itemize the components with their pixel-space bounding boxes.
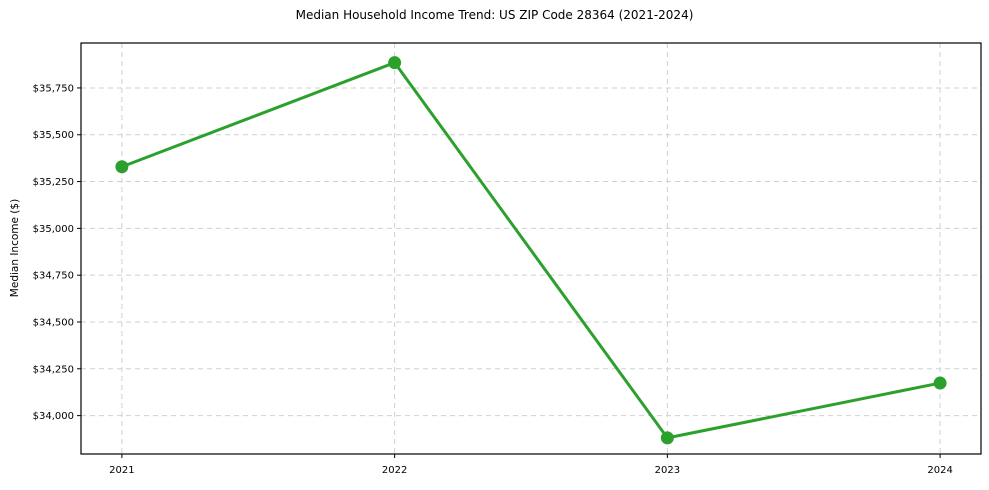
data-point-marker xyxy=(660,431,674,445)
y-tick-label: $35,000 xyxy=(33,224,74,235)
y-tick-label: $34,250 xyxy=(33,364,74,375)
plot-border xyxy=(80,42,982,455)
y-tick-label: $35,500 xyxy=(33,130,74,141)
y-tick-label: $34,750 xyxy=(33,271,74,282)
y-tick-label: $35,250 xyxy=(33,177,74,188)
y-tick-label: $34,500 xyxy=(33,317,74,328)
y-tick-label: $34,000 xyxy=(33,411,74,422)
trend-line xyxy=(120,61,942,440)
x-tick-label: 2022 xyxy=(382,465,407,476)
data-point-marker xyxy=(115,160,129,174)
data-point-marker xyxy=(388,56,402,70)
y-tick-label: $35,750 xyxy=(33,83,74,94)
data-point-marker xyxy=(933,376,947,390)
chart-title: Median Household Income Trend: US ZIP Co… xyxy=(295,8,694,22)
x-tick-label: 2023 xyxy=(655,465,680,476)
x-tick-label: 2024 xyxy=(927,465,952,476)
x-tick-label: 2021 xyxy=(109,465,134,476)
